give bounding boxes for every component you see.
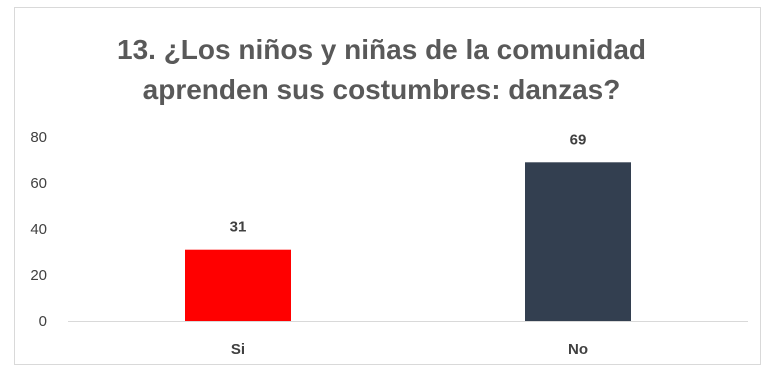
category-label-no: No — [568, 341, 588, 358]
data-label-no: 69 — [570, 131, 587, 148]
chart-frame — [14, 7, 761, 365]
chart-title: 13. ¿Los niños y niñas de la comunidad a… — [0, 30, 763, 110]
bars — [185, 162, 631, 321]
y-tick-label: 60 — [30, 175, 47, 192]
category-labels: Si No — [231, 341, 588, 358]
y-tick-label: 0 — [39, 313, 47, 330]
y-tick-label: 80 — [30, 129, 47, 146]
chart-title-line-2: aprenden sus costumbres: danzas? — [142, 74, 621, 105]
data-labels: 31 69 — [230, 131, 587, 235]
bar-si — [185, 249, 291, 321]
bar-no — [525, 162, 631, 321]
chart-title-line-1: 13. ¿Los niños y niñas de la comunidad — [117, 34, 646, 65]
y-tick-label: 20 — [30, 267, 47, 284]
y-tick-label: 40 — [30, 221, 47, 238]
data-label-si: 31 — [230, 219, 247, 236]
category-label-si: Si — [231, 341, 245, 358]
y-axis-ticks: 0 20 40 60 80 — [30, 129, 47, 330]
